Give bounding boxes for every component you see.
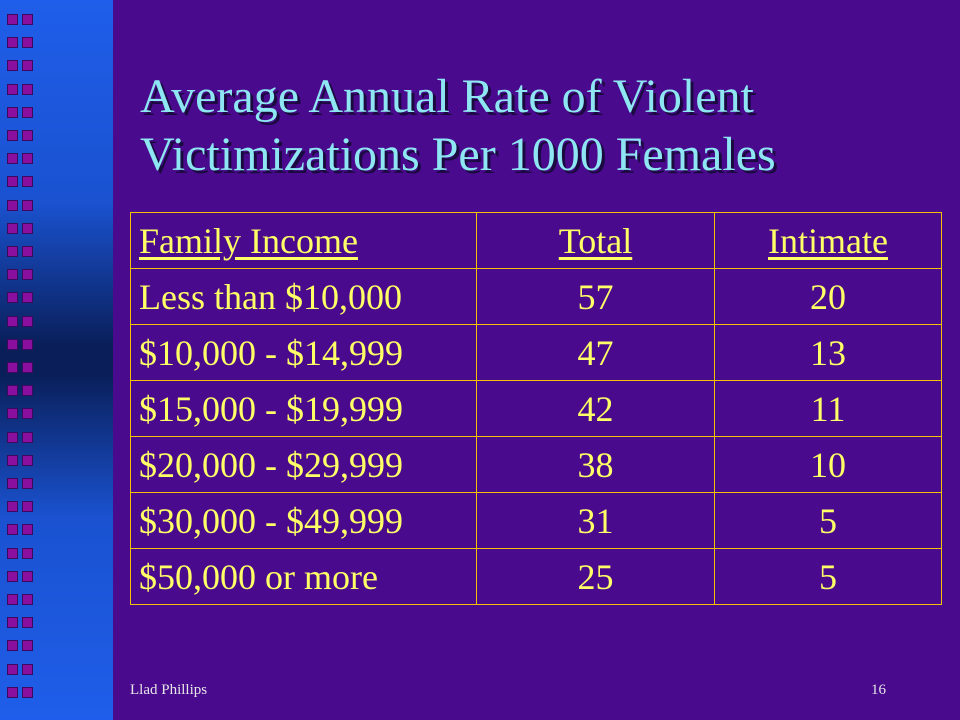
cell-total: 38	[476, 436, 715, 493]
square-bullet	[22, 316, 33, 327]
square-bullet	[7, 687, 18, 698]
square-bullet	[22, 223, 33, 234]
square-bullet	[7, 269, 18, 280]
square-bullet	[7, 60, 18, 71]
header-intimate: Intimate	[714, 212, 942, 269]
square-bullet	[22, 362, 33, 373]
income-victimization-table: Family Income Total Intimate Less than $…	[130, 212, 942, 605]
square-bullet	[7, 153, 18, 164]
square-bullet	[7, 176, 18, 187]
header-total: Total	[476, 212, 715, 269]
square-bullet	[22, 130, 33, 141]
square-bullet	[22, 408, 33, 419]
square-bullet	[22, 292, 33, 303]
square-bullet	[7, 362, 18, 373]
title-line-2: Victimizations Per 1000 Females	[140, 128, 776, 181]
square-bullet	[7, 455, 18, 466]
square-bullet	[22, 640, 33, 651]
square-bullet	[7, 107, 18, 118]
table-row: $10,000 - $14,999 47 13	[130, 324, 942, 381]
square-bullet	[7, 571, 18, 582]
square-bullet	[22, 37, 33, 48]
cell-intimate: 5	[714, 492, 942, 549]
table-row: $30,000 - $49,999 31 5	[130, 492, 942, 549]
square-bullet	[22, 107, 33, 118]
cell-income: $50,000 or more	[130, 548, 477, 605]
table-row: Less than $10,000 57 20	[130, 268, 942, 325]
square-bullet	[7, 292, 18, 303]
table-header-row: Family Income Total Intimate	[130, 212, 942, 269]
square-bullet	[22, 246, 33, 257]
square-bullet	[7, 408, 18, 419]
cell-total: 31	[476, 492, 715, 549]
square-bullet	[22, 594, 33, 605]
cell-income: Less than $10,000	[130, 268, 477, 325]
square-bullet	[7, 130, 18, 141]
square-bullet	[22, 84, 33, 95]
cell-intimate: 10	[714, 436, 942, 493]
square-bullet	[7, 316, 18, 327]
cell-intimate: 13	[714, 324, 942, 381]
cell-income: $20,000 - $29,999	[130, 436, 477, 493]
square-bullet	[22, 478, 33, 489]
cell-total: 25	[476, 548, 715, 605]
cell-intimate: 20	[714, 268, 942, 325]
square-bullet	[22, 200, 33, 211]
square-bullet	[7, 432, 18, 443]
square-bullet	[7, 617, 18, 628]
square-bullet	[22, 664, 33, 675]
table-row: $50,000 or more 25 5	[130, 548, 942, 605]
square-bullet	[7, 640, 18, 651]
square-bullet	[7, 385, 18, 396]
square-bullet	[7, 37, 18, 48]
cell-intimate: 5	[714, 548, 942, 605]
square-bullet	[7, 223, 18, 234]
square-bullet	[22, 571, 33, 582]
square-bullet	[7, 200, 18, 211]
square-bullets-column	[7, 14, 33, 706]
square-bullet	[22, 548, 33, 559]
square-bullet	[22, 385, 33, 396]
table-row: $15,000 - $19,999 42 11	[130, 380, 942, 437]
header-family-income: Family Income	[130, 212, 477, 269]
square-bullet	[7, 339, 18, 350]
square-bullet	[22, 432, 33, 443]
square-bullet	[7, 84, 18, 95]
square-bullet	[7, 664, 18, 675]
square-bullet	[7, 524, 18, 535]
square-bullet	[7, 594, 18, 605]
square-bullet	[7, 501, 18, 512]
cell-income: $10,000 - $14,999	[130, 324, 477, 381]
cell-total: 47	[476, 324, 715, 381]
cell-total: 42	[476, 380, 715, 437]
square-bullet	[22, 687, 33, 698]
square-bullet	[22, 153, 33, 164]
square-bullet	[22, 269, 33, 280]
title-line-1: Average Annual Rate of Violent	[140, 70, 754, 123]
cell-income: $15,000 - $19,999	[130, 380, 477, 437]
square-bullet	[22, 617, 33, 628]
square-bullet	[22, 339, 33, 350]
table-row: $20,000 - $29,999 38 10	[130, 436, 942, 493]
square-bullet	[7, 548, 18, 559]
square-bullet	[22, 176, 33, 187]
cell-total: 57	[476, 268, 715, 325]
square-bullet	[22, 501, 33, 512]
square-bullet	[22, 455, 33, 466]
square-bullet	[7, 14, 18, 25]
cell-income: $30,000 - $49,999	[130, 492, 477, 549]
square-bullet	[22, 14, 33, 25]
left-decorative-band	[0, 0, 113, 720]
square-bullet	[7, 246, 18, 257]
slide-number: 16	[871, 682, 886, 698]
slide-title: Average Annual Rate of Violent Victimiza…	[140, 68, 940, 184]
footer-author: Llad Phillips	[130, 682, 208, 698]
cell-intimate: 11	[714, 380, 942, 437]
square-bullet	[22, 524, 33, 535]
square-bullet	[22, 60, 33, 71]
square-bullet	[7, 478, 18, 489]
